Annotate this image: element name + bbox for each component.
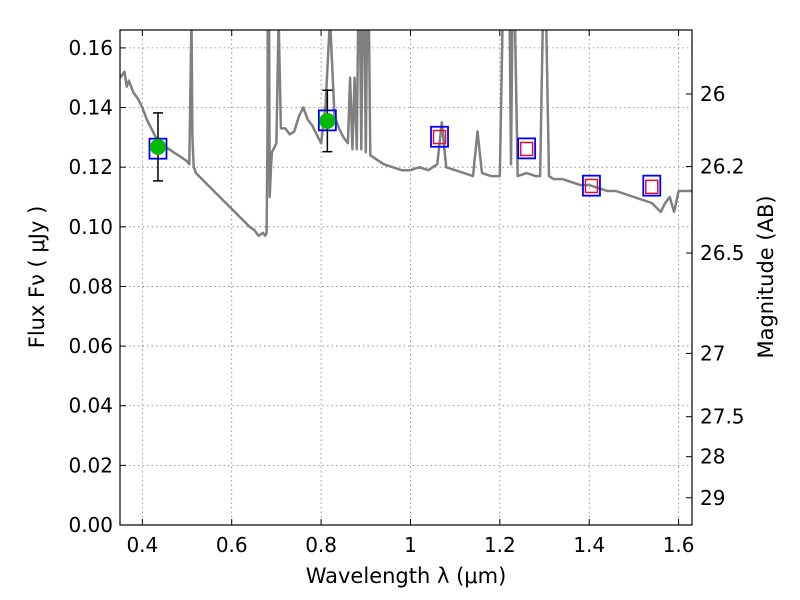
y-tick-label: 0.12 bbox=[68, 155, 113, 179]
grid-lines bbox=[120, 30, 692, 526]
mag-tick-label: 26.5 bbox=[700, 241, 745, 265]
y-tick-label: 0.00 bbox=[68, 513, 113, 537]
y-tick-label: 0.02 bbox=[68, 453, 113, 477]
mag-tick-label: 27 bbox=[700, 341, 725, 365]
predicted-photometry-square bbox=[584, 178, 599, 194]
spectrum-layer bbox=[120, 30, 692, 238]
predicted-photometry-square bbox=[432, 129, 447, 145]
y-tick-label: 0.14 bbox=[68, 96, 113, 120]
mag-tick-label: 29 bbox=[700, 486, 725, 510]
mag-tick-label: 26.2 bbox=[700, 154, 745, 178]
x-tick-label: 1.6 bbox=[663, 533, 695, 557]
model-photometry-square bbox=[430, 125, 449, 148]
y-tick-label: 0.06 bbox=[68, 334, 113, 358]
mag-tick-label: 28 bbox=[700, 445, 725, 469]
x-tick-label: 0.4 bbox=[126, 533, 158, 557]
predicted-photometry-square bbox=[519, 141, 534, 157]
x-tick-label: 1.4 bbox=[573, 533, 605, 557]
model-photometry-square bbox=[582, 174, 601, 197]
y-tick-label: 0.16 bbox=[68, 36, 113, 60]
y-tick-label: 0.10 bbox=[68, 215, 113, 239]
model-photometry-square bbox=[517, 137, 537, 160]
mag-tick-label: 26 bbox=[700, 82, 725, 106]
observed-photometry-point bbox=[319, 112, 336, 129]
plot-frame bbox=[119, 29, 693, 526]
y-axis-label: Flux Fν ( μJy ) bbox=[25, 206, 49, 349]
mag-tick-label: 27.5 bbox=[700, 405, 745, 429]
observed-photometry-point bbox=[149, 138, 166, 155]
axis-ticks bbox=[120, 30, 692, 526]
x-axis-label: Wavelength λ (μm) bbox=[306, 564, 507, 588]
right-axis-label: Magnitude (AB) bbox=[754, 195, 778, 358]
x-tick-label: 0.6 bbox=[216, 533, 248, 557]
y-tick-label: 0.04 bbox=[68, 394, 113, 418]
predicted-photometry-square bbox=[645, 179, 659, 195]
y-tick-label: 0.08 bbox=[68, 274, 113, 298]
model-photometry-square bbox=[642, 174, 662, 197]
spectrum-line bbox=[120, 30, 692, 238]
x-tick-label: 1 bbox=[404, 533, 417, 557]
photometry-layer bbox=[148, 89, 662, 197]
tick-labels: 0.4 0.6 0.8 1 1.2 1.4 1.6 0.00 0.02 0.04 0.06 0.08 0… bbox=[68, 36, 744, 557]
x-tick-label: 1.2 bbox=[484, 533, 516, 557]
x-tick-label: 0.8 bbox=[305, 533, 337, 557]
